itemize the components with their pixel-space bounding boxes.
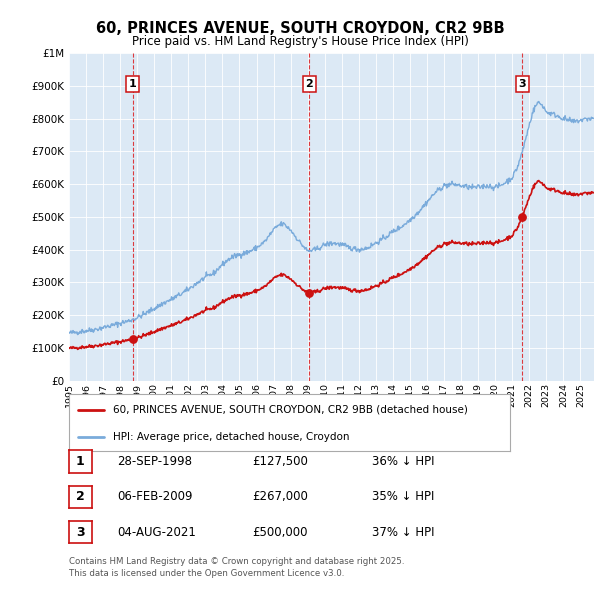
Text: 04-AUG-2021: 04-AUG-2021 [117, 526, 196, 539]
Text: 37% ↓ HPI: 37% ↓ HPI [372, 526, 434, 539]
Text: 2: 2 [305, 79, 313, 89]
Text: Contains HM Land Registry data © Crown copyright and database right 2025.: Contains HM Land Registry data © Crown c… [69, 558, 404, 566]
Text: 60, PRINCES AVENUE, SOUTH CROYDON, CR2 9BB: 60, PRINCES AVENUE, SOUTH CROYDON, CR2 9… [95, 21, 505, 35]
Text: 60, PRINCES AVENUE, SOUTH CROYDON, CR2 9BB (detached house): 60, PRINCES AVENUE, SOUTH CROYDON, CR2 9… [113, 405, 468, 415]
Text: 28-SEP-1998: 28-SEP-1998 [117, 455, 192, 468]
Text: 1: 1 [129, 79, 137, 89]
Text: £267,000: £267,000 [252, 490, 308, 503]
Point [517, 212, 527, 222]
Text: 06-FEB-2009: 06-FEB-2009 [117, 490, 193, 503]
Text: 2: 2 [76, 490, 85, 503]
Point [128, 334, 137, 343]
Text: 36% ↓ HPI: 36% ↓ HPI [372, 455, 434, 468]
Text: Price paid vs. HM Land Registry's House Price Index (HPI): Price paid vs. HM Land Registry's House … [131, 35, 469, 48]
Text: 35% ↓ HPI: 35% ↓ HPI [372, 490, 434, 503]
Text: 3: 3 [518, 79, 526, 89]
Text: 1: 1 [76, 455, 85, 468]
Text: This data is licensed under the Open Government Licence v3.0.: This data is licensed under the Open Gov… [69, 569, 344, 578]
Text: £500,000: £500,000 [252, 526, 308, 539]
Text: 3: 3 [76, 526, 85, 539]
Text: HPI: Average price, detached house, Croydon: HPI: Average price, detached house, Croy… [113, 432, 350, 442]
Text: £127,500: £127,500 [252, 455, 308, 468]
Point [304, 289, 314, 298]
